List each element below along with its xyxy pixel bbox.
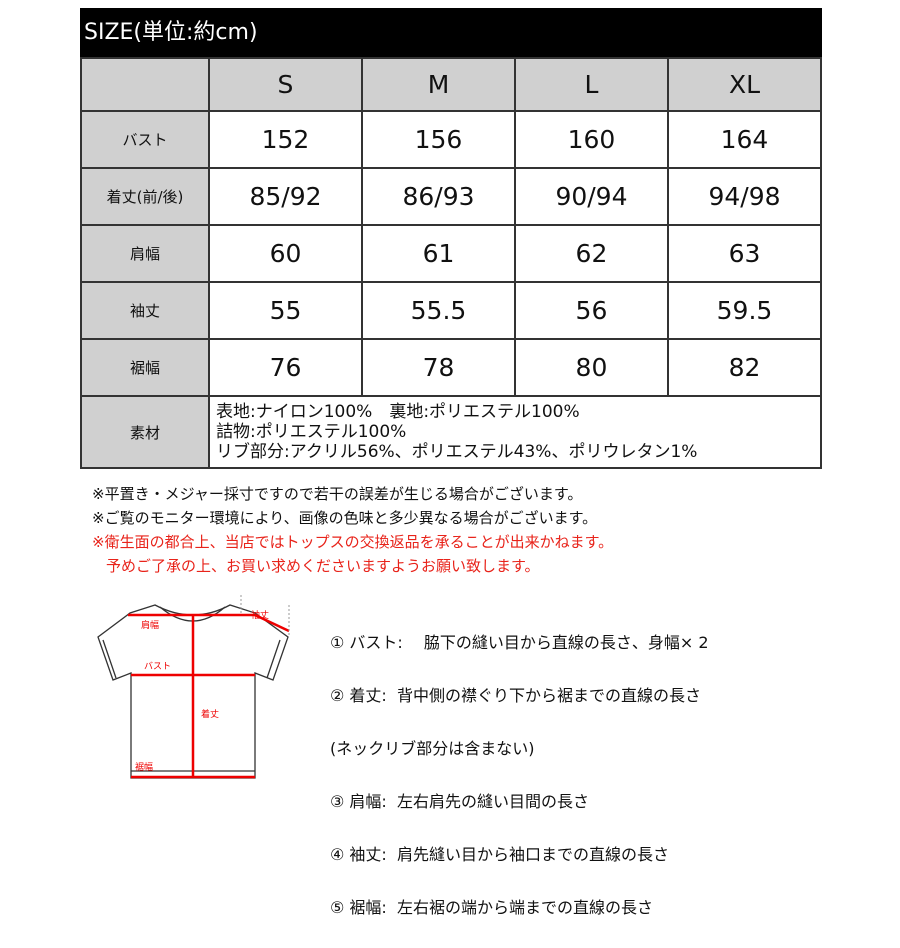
cell: 152: [208, 110, 363, 169]
cell: 55.5: [360, 281, 516, 340]
red-note: 予めご了承の上、お買い求めくださいますようお願い致します。: [106, 557, 540, 575]
cell: 59.5: [666, 281, 823, 340]
material-row: 素材 表地:ナイロン100% 裏地:ポリエステル100% 詰物:ポリエステル10…: [80, 395, 822, 469]
label-length: 着丈: [201, 708, 219, 720]
cell: 62: [513, 224, 669, 283]
material-line: 表地:ナイロン100% 裏地:ポリエステル100%: [216, 402, 580, 422]
description-line: ③ 肩幅: 左右肩先の縫い目間の長さ: [330, 791, 589, 811]
cell: 164: [666, 110, 823, 169]
table-row: 肩幅 60 61 62 63: [80, 224, 823, 283]
cell: 90/94: [513, 167, 669, 226]
note: ※平置き・メジャー採寸ですので若干の誤差が生じる場合がございます。: [92, 485, 583, 503]
size-title: SIZE(単位:約cm): [80, 8, 822, 57]
size-header: S: [208, 57, 363, 112]
cell: 56: [513, 281, 669, 340]
cell: 156: [360, 110, 516, 169]
row-label: バスト: [80, 110, 210, 169]
cell: 82: [666, 338, 823, 397]
cell: 86/93: [360, 167, 516, 226]
material-line: リブ部分:アクリル56%、ポリエステル43%、ポリウレタン1%: [216, 442, 698, 462]
note: ※ご覧のモニター環境により、画像の色味と多少異なる場合がございます。: [92, 509, 598, 527]
cell: 63: [666, 224, 823, 283]
tshirt-diagram: 肩幅 袖丈 バスト 着丈 裾幅: [97, 595, 290, 779]
description-line: ④ 袖丈: 肩先縫い目から袖口までの直線の長さ: [330, 844, 669, 864]
cell: 80: [513, 338, 669, 397]
cell: 94/98: [666, 167, 823, 226]
cell: 60: [208, 224, 363, 283]
cell: 160: [513, 110, 669, 169]
table-row: バスト 152 156 160 164: [80, 110, 823, 169]
row-label: 袖丈: [80, 281, 210, 340]
description-line: ② 着丈: 背中側の襟ぐり下から裾までの直線の長さ: [330, 685, 701, 705]
table-row: 袖丈 55 55.5 56 59.5: [80, 281, 823, 340]
cell: 78: [360, 338, 516, 397]
size-header: M: [360, 57, 516, 112]
material-cell: 表地:ナイロン100% 裏地:ポリエステル100% 詰物:ポリエステル100% …: [208, 395, 822, 469]
row-label: 裾幅: [80, 338, 210, 397]
notes: ※平置き・メジャー採寸ですので若干の誤差が生じる場合がございます。 ※ご覧のモニ…: [92, 482, 613, 578]
label-sleeve: 袖丈: [251, 609, 269, 621]
size-header: XL: [666, 57, 823, 112]
cell: 55: [208, 281, 363, 340]
description-line: (ネックリブ部分は含まない): [330, 738, 535, 758]
measurement-descriptions: ① バスト: 脇下の縫い目から直線の長さ、身幅× 2 ② 着丈: 背中側の襟ぐり…: [330, 603, 709, 948]
material-line: 詰物:ポリエステル100%: [216, 422, 407, 442]
cell: 85/92: [208, 167, 363, 226]
table-row: 着丈(前/後) 85/92 86/93 90/94 94/98: [80, 167, 823, 226]
row-label: 着丈(前/後): [80, 167, 210, 226]
description-line: ⑤ 裾幅: 左右裾の端から端までの直線の長さ: [330, 897, 653, 917]
label-shoulder: 肩幅: [141, 619, 159, 631]
description-line: ① バスト: 脇下の縫い目から直線の長さ、身幅× 2: [330, 632, 709, 652]
header-row: S M L XL: [80, 57, 823, 112]
size-header: L: [513, 57, 669, 112]
size-table: S M L XL バスト 152 156 160 164 着丈(前/後) 85/92 86/…: [80, 57, 823, 469]
cell: 61: [360, 224, 516, 283]
corner-cell: [80, 57, 210, 112]
label-hem: 裾幅: [135, 761, 153, 773]
label-bust: バスト: [144, 661, 171, 672]
table-row: 裾幅 76 78 80 82: [80, 338, 823, 397]
row-label: 素材: [80, 395, 210, 469]
red-note: ※衛生面の都合上、当店ではトップスの交換返品を承ることが出来かねます。: [92, 533, 614, 551]
row-label: 肩幅: [80, 224, 210, 283]
cell: 76: [208, 338, 363, 397]
